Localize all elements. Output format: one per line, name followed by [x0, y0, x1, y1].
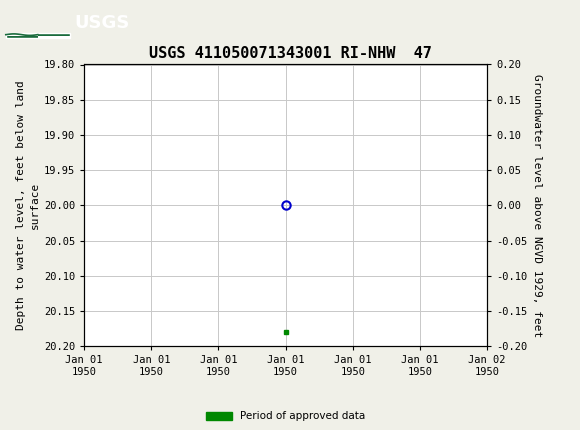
- Legend: Period of approved data: Period of approved data: [202, 407, 369, 425]
- Bar: [38, 36, 70, 38]
- Bar: [38, 34, 70, 36]
- Y-axis label: Depth to water level, feet below land
surface: Depth to water level, feet below land su…: [16, 80, 39, 330]
- Bar: [6, 36, 38, 38]
- Bar: [6, 34, 38, 36]
- Y-axis label: Groundwater level above NGVD 1929, feet: Groundwater level above NGVD 1929, feet: [532, 74, 542, 337]
- Text: USGS: USGS: [74, 14, 129, 31]
- Bar: [6, 34, 70, 38]
- Text: USGS 411050071343001 RI-NHW  47: USGS 411050071343001 RI-NHW 47: [148, 46, 432, 61]
